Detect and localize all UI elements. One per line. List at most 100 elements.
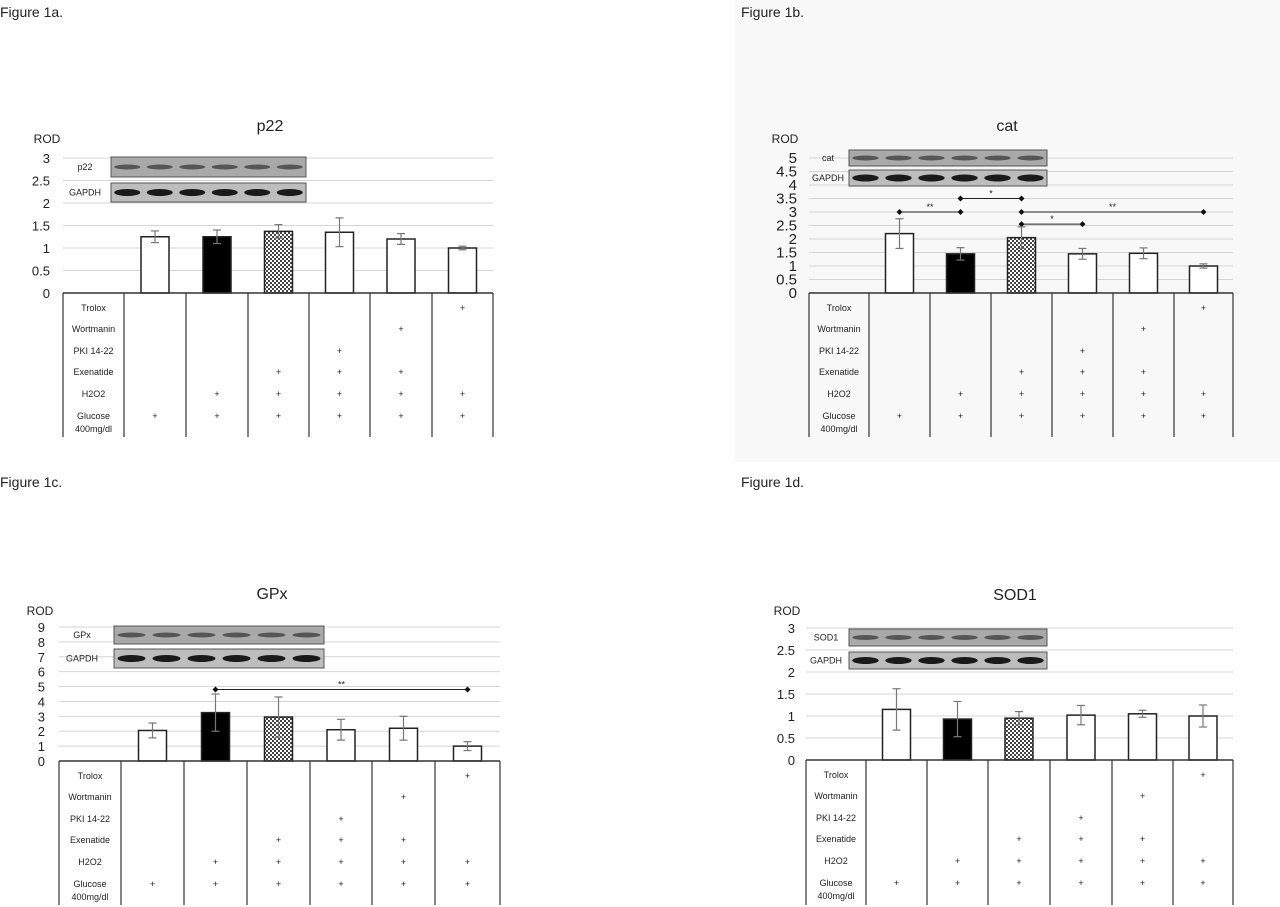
y-tick-label: 3 <box>789 204 797 221</box>
condition-mark: + <box>337 389 342 399</box>
condition-mark: + <box>1078 834 1083 844</box>
condition-mark: + <box>152 411 157 421</box>
condition-mark: + <box>1078 878 1083 888</box>
condition-mark: + <box>1141 389 1146 399</box>
significance-marker <box>1018 195 1025 202</box>
gapdh-blot <box>848 169 1048 187</box>
y-tick-label: 5 <box>789 150 797 167</box>
panel-label: Figure 1a. <box>0 4 63 20</box>
blot-band <box>1017 155 1044 161</box>
blot-band <box>222 632 251 638</box>
bar <box>1127 713 1158 761</box>
significance-label: * <box>1050 214 1054 224</box>
condition-mark: + <box>465 879 470 889</box>
y-tick-label: 1 <box>789 258 797 275</box>
blot-band <box>244 189 271 196</box>
blot-band <box>152 655 181 662</box>
y-tick-label: 0 <box>788 753 795 768</box>
condition-label: PKI 14-22 <box>819 346 859 356</box>
blot-band <box>117 655 146 662</box>
condition-mark: + <box>1019 367 1024 377</box>
y-axis-label: ROD <box>772 132 799 146</box>
y-tick-label: 8 <box>38 635 45 650</box>
condition-mark: + <box>214 389 219 399</box>
condition-mark: + <box>398 367 403 377</box>
significance-marker <box>464 686 471 693</box>
y-tick-label: 2 <box>788 665 795 680</box>
condition-mark: + <box>1080 389 1085 399</box>
condition-label: PKI 14-22 <box>73 346 113 356</box>
bar <box>202 236 232 294</box>
y-tick-label: 3 <box>788 621 795 636</box>
blot-band <box>984 635 1011 640</box>
bar <box>1188 265 1219 294</box>
y-tick-label: 7 <box>38 650 45 665</box>
condition-label: Exenatide <box>73 367 113 377</box>
y-tick-label: 2 <box>789 231 797 248</box>
condition-label: PKI 14-22 <box>816 813 856 823</box>
protein-blot <box>113 625 325 645</box>
y-tick-label: 4 <box>789 177 797 194</box>
y-tick-label: 0 <box>789 285 797 302</box>
blot-band <box>852 155 879 161</box>
blot-band <box>951 174 978 182</box>
condition-label: Trolox <box>824 770 849 780</box>
condition-mark: + <box>213 857 218 867</box>
blot-band <box>1017 635 1044 640</box>
condition-label: Glucose <box>77 411 110 421</box>
blot-label: GAPDH <box>66 654 98 664</box>
blot-band <box>276 189 303 196</box>
condition-mark: + <box>460 303 465 313</box>
y-axis-label: ROD <box>27 604 54 618</box>
y-tick-label: 0.5 <box>777 731 795 746</box>
condition-mark: + <box>1078 856 1083 866</box>
condition-mark: + <box>1140 878 1145 888</box>
blot-band <box>1017 174 1044 182</box>
blot-label: p22 <box>77 162 92 172</box>
blot-band <box>292 655 321 662</box>
condition-label: Wortmanin <box>814 791 857 801</box>
bar <box>1128 252 1159 294</box>
blot-band <box>222 655 251 662</box>
condition-label: Glucose <box>819 878 852 888</box>
condition-mark: + <box>337 367 342 377</box>
blot-band <box>114 164 141 170</box>
chart-title: GPx <box>256 586 287 603</box>
blot-band <box>918 155 945 161</box>
condition-mark: + <box>1141 367 1146 377</box>
y-tick-label: 3.5 <box>776 191 797 208</box>
condition-mark: + <box>958 411 963 421</box>
blot-band <box>211 164 238 170</box>
blot-band <box>885 635 912 640</box>
blot-band <box>179 164 206 170</box>
y-tick-label: 2.5 <box>776 218 797 235</box>
condition-mark: + <box>276 879 281 889</box>
condition-mark: + <box>401 857 406 867</box>
chart-cat: Figure 1b. cat ROD 00.511.522.533.544.55 cat… <box>741 4 1234 437</box>
condition-label: H2O2 <box>827 389 851 399</box>
condition-mark: + <box>465 771 470 781</box>
y-tick-label: 6 <box>38 665 45 680</box>
condition-label: Exenatide <box>70 835 110 845</box>
condition-mark: + <box>955 856 960 866</box>
blot-band <box>187 655 216 662</box>
condition-mark: + <box>276 835 281 845</box>
y-tick-label: 2 <box>38 724 45 739</box>
y-tick-label: 3 <box>43 151 50 166</box>
blot-band <box>984 155 1011 161</box>
condition-mark: + <box>1201 389 1206 399</box>
condition-mark: + <box>338 835 343 845</box>
significance-marker <box>896 209 903 215</box>
y-tick-label: 2.5 <box>32 174 50 189</box>
condition-mark: + <box>1016 856 1021 866</box>
y-tick-label: 4.5 <box>776 164 797 181</box>
condition-mark: + <box>1080 367 1085 377</box>
significance-label: ** <box>338 680 346 690</box>
condition-mark: + <box>1078 813 1083 823</box>
y-tick-label: 2.5 <box>777 643 795 658</box>
bar <box>140 236 170 294</box>
condition-label: PKI 14-22 <box>70 814 110 824</box>
y-tick-label: 0 <box>43 286 50 301</box>
y-tick-label: 3 <box>38 709 45 724</box>
